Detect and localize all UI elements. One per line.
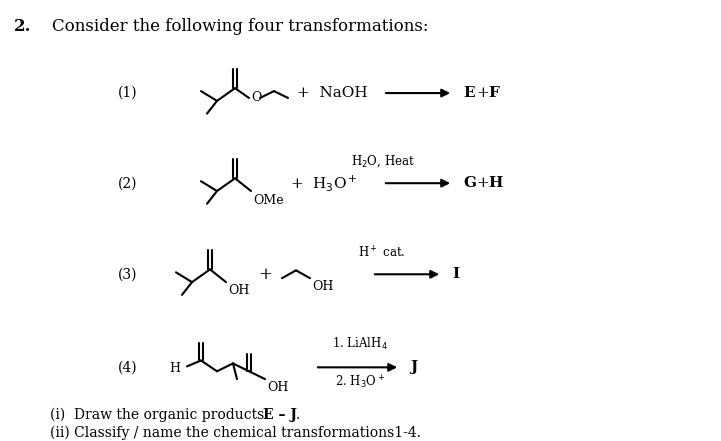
Text: (2): (2)	[118, 176, 138, 190]
Text: OH: OH	[228, 284, 249, 297]
Text: I: I	[452, 267, 459, 281]
Text: 2. H$_3$O$^+$: 2. H$_3$O$^+$	[335, 373, 385, 391]
Text: 1. LiAlH$_4$: 1. LiAlH$_4$	[332, 336, 388, 351]
Text: H$^+$ cat.: H$^+$ cat.	[358, 245, 406, 261]
Text: OMe: OMe	[253, 194, 283, 207]
Text: H: H	[169, 362, 180, 375]
Text: (i)  Draw the organic products: (i) Draw the organic products	[50, 407, 269, 422]
Text: H: H	[488, 176, 503, 190]
Text: +: +	[476, 86, 489, 100]
Text: (3): (3)	[118, 267, 138, 281]
Text: OH: OH	[312, 280, 333, 293]
Text: OH: OH	[267, 381, 288, 394]
Text: J: J	[410, 360, 417, 374]
Text: .: .	[296, 407, 300, 422]
Text: (ii) Classify / name the chemical transformations1-4.: (ii) Classify / name the chemical transf…	[50, 425, 421, 440]
Text: +  H$_3$O$^+$: + H$_3$O$^+$	[290, 173, 358, 193]
Text: +: +	[476, 176, 489, 190]
Text: H$_2$O, Heat: H$_2$O, Heat	[351, 154, 415, 169]
Text: F: F	[488, 86, 499, 100]
Text: +  NaOH: + NaOH	[297, 86, 368, 100]
Text: G: G	[463, 176, 476, 190]
Text: +: +	[258, 266, 272, 283]
Text: (4): (4)	[118, 360, 138, 374]
Text: 2.: 2.	[14, 18, 32, 35]
Text: Consider the following four transformations:: Consider the following four transformati…	[52, 18, 428, 35]
Text: O: O	[251, 91, 262, 105]
Text: (1): (1)	[118, 86, 138, 100]
Text: E: E	[463, 86, 474, 100]
Text: E – J: E – J	[263, 407, 297, 422]
